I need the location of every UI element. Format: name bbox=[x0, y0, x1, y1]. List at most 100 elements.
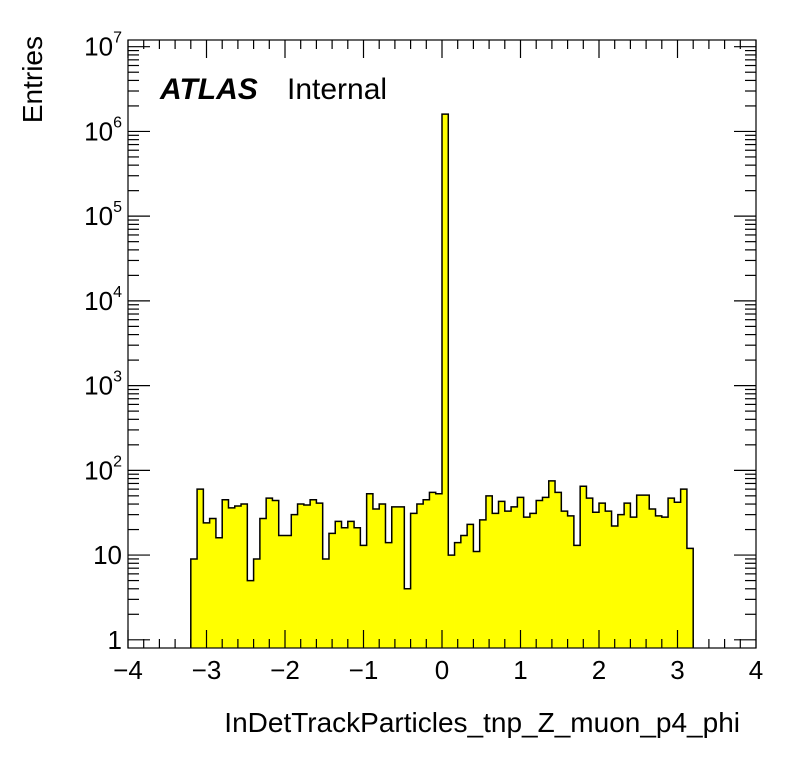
histogram-bar bbox=[592, 512, 600, 648]
y-tick-labels: 1 10 102 103 104 105 106 107 bbox=[84, 30, 122, 655]
y-tick-label: 105 bbox=[84, 199, 122, 231]
histogram-bar bbox=[460, 535, 468, 648]
x-tick-labels: −4 −3 −2 −1 0 1 2 3 4 bbox=[113, 655, 763, 685]
histogram-bar bbox=[385, 542, 393, 648]
histogram-bar bbox=[303, 504, 311, 648]
y-tick-label: 102 bbox=[84, 453, 122, 485]
histogram-bar bbox=[291, 514, 298, 648]
histogram-bar bbox=[467, 524, 474, 648]
histogram-bar bbox=[197, 489, 204, 648]
x-tick-label: −2 bbox=[270, 655, 300, 685]
histogram-bar bbox=[347, 521, 355, 648]
histogram-bar bbox=[272, 500, 280, 648]
atlas-label: ATLAS bbox=[159, 73, 258, 106]
histogram-bar bbox=[222, 499, 229, 648]
histogram-bar bbox=[266, 498, 273, 648]
histogram-bar bbox=[674, 502, 682, 648]
histogram-bars bbox=[190, 114, 694, 648]
histogram-bar bbox=[372, 508, 380, 648]
histogram-bar bbox=[511, 506, 518, 648]
histogram-bar bbox=[335, 521, 342, 648]
histogram-bar bbox=[454, 542, 462, 648]
histogram-bar bbox=[278, 535, 286, 648]
histogram-bar bbox=[259, 518, 267, 648]
y-tick-label: 103 bbox=[84, 369, 122, 401]
histogram-bar bbox=[234, 505, 242, 648]
histogram-bar bbox=[680, 489, 688, 648]
y-axis-title: Entries bbox=[17, 36, 48, 123]
histogram-bar bbox=[341, 527, 349, 648]
histogram-bar bbox=[190, 558, 198, 648]
histogram-bar bbox=[555, 492, 562, 648]
histogram-bar bbox=[398, 506, 405, 648]
histogram-bar bbox=[442, 114, 449, 648]
x-tick-label: 2 bbox=[592, 655, 606, 685]
histogram-bar bbox=[379, 504, 386, 648]
histogram-bar bbox=[636, 495, 644, 648]
histogram-bar bbox=[241, 504, 248, 648]
histogram-bar bbox=[485, 495, 493, 648]
histogram-bar bbox=[542, 497, 550, 648]
histogram-bar bbox=[203, 522, 211, 648]
histogram-bar bbox=[642, 495, 650, 648]
histogram-bar bbox=[448, 555, 455, 648]
histogram-bar bbox=[247, 580, 254, 648]
histogram-bar bbox=[617, 514, 625, 648]
histogram-bar bbox=[328, 533, 336, 648]
histogram-bar bbox=[215, 537, 223, 648]
histogram-bar bbox=[536, 500, 543, 648]
histogram-bar bbox=[599, 503, 606, 648]
histogram-bar bbox=[404, 588, 411, 648]
histogram-bar bbox=[504, 511, 512, 648]
histogram-bar bbox=[410, 513, 418, 648]
histogram-bar bbox=[567, 515, 575, 648]
histogram-bar bbox=[473, 551, 481, 648]
histogram-bar bbox=[429, 492, 437, 648]
histogram-bar bbox=[624, 503, 631, 648]
histogram-bar bbox=[529, 513, 537, 648]
histogram-outline bbox=[190, 113, 694, 648]
histogram-bar bbox=[630, 517, 638, 648]
histogram-bar bbox=[435, 493, 443, 648]
axis-ticks bbox=[127, 40, 757, 648]
histogram-bar bbox=[228, 507, 236, 648]
y-tick-label: 107 bbox=[84, 30, 122, 62]
histogram-bar bbox=[605, 511, 612, 648]
histogram-bar bbox=[548, 480, 556, 648]
y-tick-label: 10 bbox=[93, 540, 122, 570]
histogram-bar bbox=[523, 517, 531, 648]
histogram-bar bbox=[498, 501, 506, 648]
histogram-bar bbox=[416, 504, 424, 648]
histogram-bar bbox=[580, 486, 587, 648]
histogram-bar bbox=[668, 498, 675, 648]
histogram-bar bbox=[573, 545, 581, 648]
x-tick-label: −4 bbox=[113, 655, 143, 685]
histogram-bar bbox=[391, 506, 399, 648]
histogram-bar bbox=[209, 518, 217, 648]
x-tick-label: 4 bbox=[749, 655, 763, 685]
y-tick-label: 106 bbox=[84, 114, 122, 146]
histogram-bar bbox=[253, 558, 261, 648]
histogram-bar bbox=[655, 515, 663, 648]
x-tick-label: 1 bbox=[513, 655, 527, 685]
histogram-bar bbox=[661, 517, 669, 648]
x-tick-label: −3 bbox=[192, 655, 222, 685]
histogram-bar bbox=[322, 558, 330, 648]
histogram-bar bbox=[586, 498, 594, 648]
histogram-bar bbox=[316, 503, 324, 648]
histogram-bar bbox=[479, 519, 487, 648]
histogram-bar bbox=[354, 527, 361, 648]
histogram-bar bbox=[366, 493, 374, 648]
histogram-bar bbox=[360, 545, 368, 648]
x-tick-label: 0 bbox=[435, 655, 449, 685]
histogram-bar bbox=[611, 526, 619, 648]
x-tick-label: −1 bbox=[349, 655, 379, 685]
x-axis-title: InDetTrackParticles_tnp_Z_muon_p4_phi bbox=[224, 707, 740, 738]
internal-label: Internal bbox=[287, 73, 387, 106]
x-tick-label: 3 bbox=[670, 655, 684, 685]
y-tick-label: 1 bbox=[108, 625, 122, 655]
histogram-bar bbox=[649, 508, 656, 648]
histogram-bar bbox=[686, 548, 694, 648]
histogram-bar bbox=[423, 499, 430, 648]
